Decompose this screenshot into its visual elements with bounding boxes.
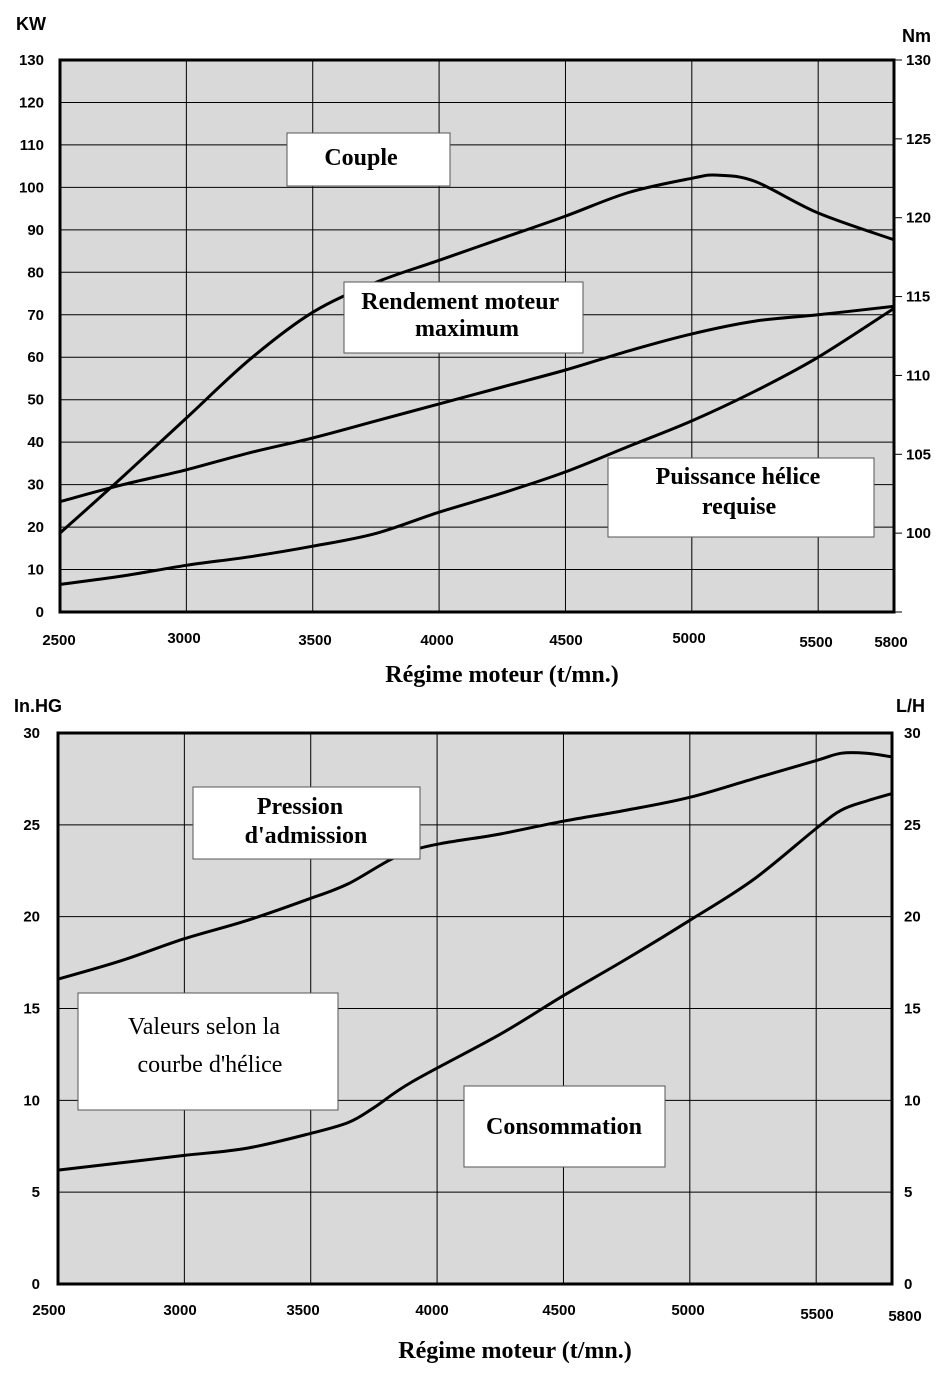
y-left-tick-label: 10 xyxy=(23,1092,40,1109)
annotation-valeurs: Valeurs selon la courbe d'hélice xyxy=(128,1014,286,1078)
annotation-rendement-line1: Rendement moteur xyxy=(361,289,559,315)
annotation-box-rendement xyxy=(343,281,584,354)
annotation-box-puissance xyxy=(607,457,875,538)
y-left-tick-label: 90 xyxy=(27,222,44,239)
y-right-tick-label: 100 xyxy=(906,525,931,542)
y-left-tick-label: 130 xyxy=(19,52,44,69)
annotation-box-pression xyxy=(192,786,421,860)
x-tick-label: 4000 xyxy=(420,632,453,649)
y-left-tick-label: 15 xyxy=(23,1001,40,1018)
x-tick-label: 2500 xyxy=(32,1302,65,1319)
annotation-box-consommation xyxy=(463,1085,666,1168)
x-tick-label: 5800 xyxy=(888,1308,921,1325)
x-tick-label: 3500 xyxy=(298,632,331,649)
x-ticks-bottom: 2500 3000 3500 4000 4500 5000 5500 5800 xyxy=(32,1302,921,1325)
y-left-tick-label: 60 xyxy=(27,349,44,366)
y-right-tick-label: 115 xyxy=(906,289,930,306)
annotation-consommation-line1: Consommation xyxy=(486,1114,642,1140)
x-axis-title-top: Régime moteur (t/mn.) xyxy=(385,662,618,688)
y-right-tick-label: 20 xyxy=(904,909,921,926)
y-right-tick-label: 25 xyxy=(904,817,921,834)
y-left-tick-label: 30 xyxy=(23,725,40,742)
series-lines-top xyxy=(58,173,896,586)
y-left-tick-label: 80 xyxy=(27,264,44,281)
annotation-pression-line2: d'admission xyxy=(245,823,368,849)
series-line-consommation xyxy=(56,792,894,1172)
annotation-puissance-line1: Puissance hélice xyxy=(656,464,821,490)
x-tick-label: 2500 xyxy=(42,632,75,649)
y-left-ticks-top: 0 10 20 30 40 50 60 70 80 90 100 110 120 130 xyxy=(19,52,44,621)
y-right-tick-label: 125 xyxy=(906,131,931,148)
annotation-rendement: Rendement moteur maximum xyxy=(361,289,565,342)
y-left-tick-label: 0 xyxy=(32,1276,40,1293)
series-line-puissance-helice-requise xyxy=(58,306,896,586)
y-left-tick-label: 5 xyxy=(32,1184,40,1201)
y-right-tick-label: 10 xyxy=(904,1092,921,1109)
x-tick-label: 4500 xyxy=(549,632,582,649)
x-axis-title-bottom: Régime moteur (t/mn.) xyxy=(398,1338,631,1364)
y-left-tick-label: 20 xyxy=(27,519,44,536)
y-left-tick-label: 110 xyxy=(20,137,44,154)
chart-top: KW Nm 0 10 20 30 40 50 60 70 80 90 100 110 120 130 10… xyxy=(16,14,931,688)
y-left-tick-label: 50 xyxy=(27,392,44,409)
y-left-tick-label: 100 xyxy=(19,179,44,196)
y-right-tick-label: 120 xyxy=(906,210,931,227)
y-right-tick-label: 5 xyxy=(904,1184,912,1201)
x-tick-label: 3000 xyxy=(167,630,200,647)
y-right-ticks-top: 100 105 110 115 120 125 130 xyxy=(894,52,931,613)
chart-bottom: In.HG L/H 0 5 10 15 20 25 30 0 5 10 15 20 25 30 2500… xyxy=(14,696,925,1364)
annotation-pression: Pression d'admission xyxy=(245,794,368,849)
x-tick-label: 5000 xyxy=(672,630,705,647)
annotation-rendement-line2: maximum xyxy=(415,316,519,342)
y-right-tick-label: 30 xyxy=(904,725,921,742)
annotation-puissance-line2: requise xyxy=(702,494,777,520)
y-left-tick-label: 120 xyxy=(19,94,44,111)
annotation-valeurs-line2: courbe d'hélice xyxy=(138,1052,283,1078)
y-right-unit-bottom: L/H xyxy=(896,696,925,716)
y-right-tick-label: 0 xyxy=(904,1276,912,1293)
annotation-couple-line1: Couple xyxy=(324,145,398,171)
series-line-pression-d-admission xyxy=(56,751,894,981)
y-right-tick-label: 110 xyxy=(906,367,930,384)
y-left-tick-label: 25 xyxy=(23,817,40,834)
annotation-valeurs-line1: Valeurs selon la xyxy=(128,1014,280,1040)
series-lines-bottom xyxy=(56,751,894,1172)
annotation-box-couple xyxy=(286,132,451,187)
y-left-unit-top: KW xyxy=(16,14,46,34)
plot-frame-bottom xyxy=(56,731,894,1286)
x-tick-label: 3500 xyxy=(286,1302,319,1319)
y-right-unit-top: Nm xyxy=(902,26,931,46)
x-tick-label: 4000 xyxy=(415,1302,448,1319)
y-left-unit-bottom: In.HG xyxy=(14,696,62,716)
y-right-ticks-bottom: 0 5 10 15 20 25 30 xyxy=(904,725,921,1293)
x-tick-label: 5500 xyxy=(800,1306,833,1323)
x-tick-label: 5800 xyxy=(874,634,907,651)
annotation-puissance: Puissance hélice requise xyxy=(656,464,827,520)
y-left-tick-label: 20 xyxy=(23,909,40,926)
annotation-pression-line1: Pression xyxy=(257,794,343,820)
series-line-rendement-moteur-maximum xyxy=(58,304,896,504)
y-right-tick-label: 105 xyxy=(906,446,931,463)
y-left-tick-label: 10 xyxy=(27,562,44,579)
annotation-couple: Couple xyxy=(324,145,398,171)
series-line-couple xyxy=(58,173,896,535)
x-ticks-top: 2500 3000 3500 4000 4500 5000 5500 5800 xyxy=(42,630,907,651)
y-right-tick-label: 15 xyxy=(904,1001,921,1018)
x-tick-label: 3000 xyxy=(163,1302,196,1319)
x-tick-label: 5000 xyxy=(671,1302,704,1319)
y-left-tick-label: 40 xyxy=(27,434,44,451)
plot-frame-top xyxy=(58,58,896,614)
annotation-consommation: Consommation xyxy=(486,1114,642,1140)
y-left-tick-label: 70 xyxy=(27,307,44,324)
x-tick-label: 4500 xyxy=(542,1302,575,1319)
y-left-tick-label: 0 xyxy=(36,604,44,621)
y-left-ticks-bottom: 0 5 10 15 20 25 30 xyxy=(23,725,40,1293)
annotation-box-valeurs xyxy=(77,992,339,1111)
y-right-tick-label: 130 xyxy=(906,52,931,69)
y-left-tick-label: 30 xyxy=(27,477,44,494)
x-tick-label: 5500 xyxy=(799,634,832,651)
